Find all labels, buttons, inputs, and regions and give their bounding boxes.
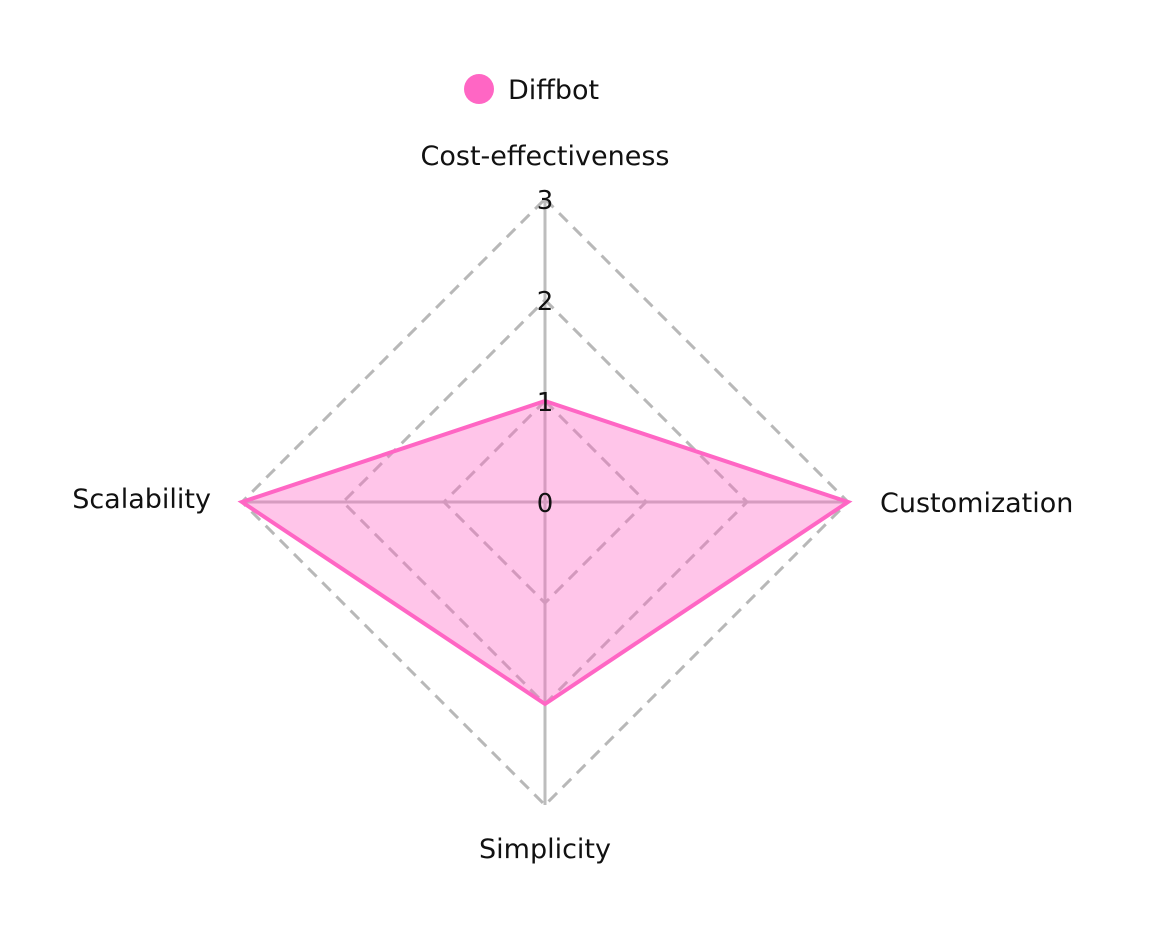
legend: Diffbot: [464, 74, 599, 106]
radial-tick-label: 1: [537, 388, 554, 418]
axis-label-layer: Cost-effectiveness Customization Simplicit…: [72, 141, 1073, 865]
series-layer: [237, 398, 853, 707]
radial-tick-label: 2: [537, 287, 554, 317]
axis-label-customization: Customization: [880, 488, 1073, 519]
axis-label-cost-effectiveness: Cost-effectiveness: [421, 141, 670, 172]
axis-label-scalability: Scalability: [72, 484, 211, 515]
tick-label-layer: 0 1 2 3: [537, 186, 554, 519]
radial-tick-label: 3: [537, 186, 554, 216]
series-area-diffbot: [237, 398, 853, 707]
legend-marker: [464, 74, 494, 104]
legend-label: Diffbot: [508, 75, 599, 106]
radial-tick-label: 0: [537, 489, 554, 519]
axis-label-simplicity: Simplicity: [479, 834, 611, 865]
grid-ring-3: [239, 196, 851, 808]
grid-ring-1: [441, 398, 649, 606]
